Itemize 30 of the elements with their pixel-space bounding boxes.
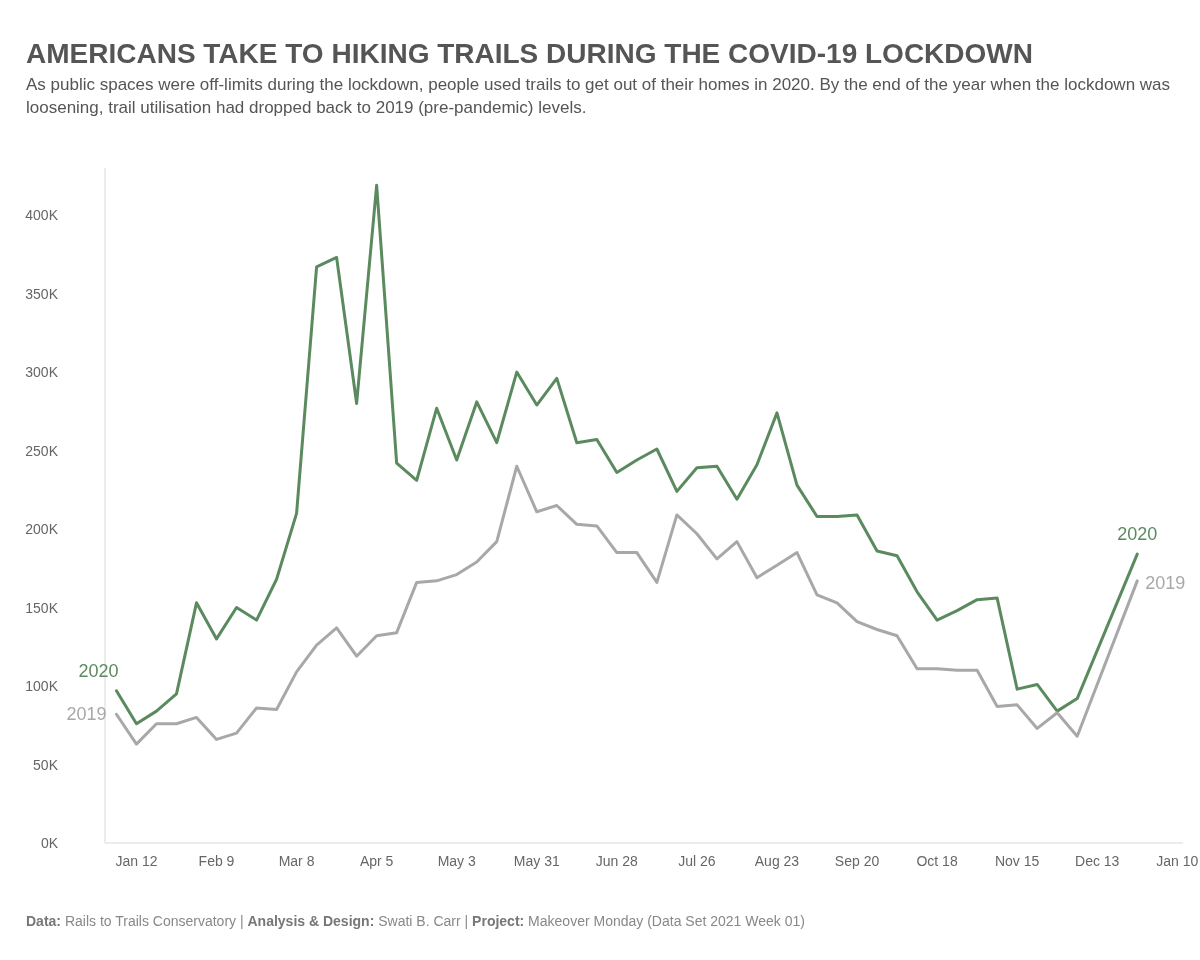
x-tick-label: Jan 10 (1156, 853, 1199, 869)
x-tick-label: Aug 23 (754, 853, 800, 869)
y-tick-label: 50K (33, 756, 59, 773)
x-tick-label: Nov 15 (994, 853, 1040, 869)
text: 2020 (1117, 524, 1158, 545)
x-tick-label: Mar 8 (278, 853, 315, 869)
y-tick-label: 0K (40, 835, 59, 851)
y-tick-label: 100K (25, 678, 59, 695)
x-tick-label: Jun 28 (595, 853, 639, 869)
series-label: 2019 (1145, 572, 1186, 593)
text: 2019 (66, 704, 107, 725)
x-tick-label: Jan 12 (115, 853, 158, 869)
y-tick-label: 200K (25, 521, 59, 538)
y-tick-label: 250K (25, 442, 59, 459)
x-tick-label: May 3 (437, 853, 476, 869)
y-tick-label: 400K (25, 207, 59, 224)
chart-subtitle: As public spaces were off-limits during the lockdown, people used trails to get out of their homes in 2020. By the end of the year when the lockdown was loosening, trail utilisation had dropped back to 2019 (pre-pandemic) levels. (26, 75, 1171, 117)
series-label: 2020 (78, 660, 119, 681)
text: Data: Rails to Trails Conservatory | Analysis & Design: Swati B. Carr | Project: Makeover Monday (Data Set 2021 Week 01) (26, 913, 805, 929)
chart-title: AMERICANS TAKE TO HIKING TRAILS DURING THE COVID-19 LOCKDOWN (26, 38, 1033, 69)
x-tick-label: Feb 9 (198, 853, 235, 869)
x-tick-label: May 31 (513, 853, 560, 869)
y-tick-label: 300K (25, 364, 59, 381)
x-tick-label: Apr 5 (359, 853, 394, 869)
x-tick-label: Oct 18 (916, 853, 958, 869)
y-tick-label: 150K (25, 599, 59, 616)
y-tick-label: 350K (25, 285, 59, 302)
x-tick-label: Sep 20 (834, 853, 880, 869)
x-tick-label: Dec 13 (1075, 853, 1120, 869)
x-tick-label: Jul 26 (678, 853, 716, 869)
